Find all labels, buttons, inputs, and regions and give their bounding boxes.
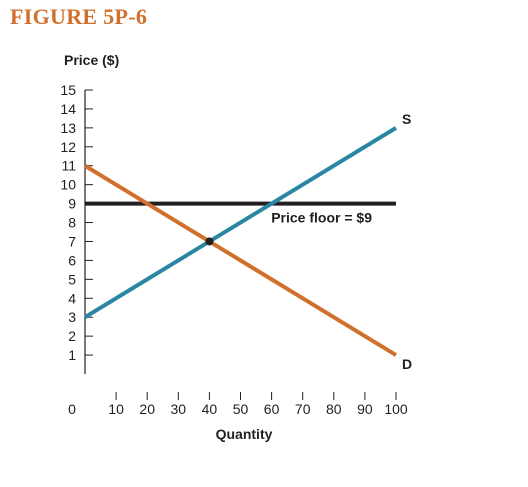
- y-tick-label: 9: [68, 196, 76, 212]
- x-tick-label: 0: [68, 401, 76, 417]
- x-tick-label: 10: [108, 401, 124, 417]
- plot-lines: [83, 126, 398, 357]
- price-floor-label: Price floor = $9: [271, 210, 372, 226]
- x-tick-label: 70: [295, 401, 311, 417]
- series-d-label: D: [402, 356, 412, 372]
- y-tick-label: 13: [60, 120, 76, 136]
- series-s-line: [83, 126, 398, 319]
- y-tick-label: 2: [68, 328, 76, 344]
- y-tick-label: 12: [60, 139, 76, 155]
- x-tick-label: 50: [233, 401, 249, 417]
- y-tick-label: 7: [68, 233, 76, 249]
- y-axis-title: Price ($): [64, 52, 119, 68]
- y-tick-label: 4: [68, 290, 76, 306]
- x-tick-label: 90: [357, 401, 373, 417]
- x-axis-title: Quantity: [216, 426, 273, 442]
- y-tick-label: 11: [61, 158, 76, 174]
- x-tick-label: 100: [384, 401, 408, 417]
- figure-title: FIGURE 5P-6: [10, 4, 148, 29]
- x-tick-label: 80: [326, 401, 342, 417]
- y-tick-label: 15: [60, 82, 76, 98]
- y-tick-label: 1: [68, 347, 76, 363]
- plot-labels: Price ($) Quantity Price floor = $9 S D: [64, 52, 412, 442]
- series-d-line: [83, 164, 398, 357]
- x-tick-label: 20: [139, 401, 155, 417]
- y-tick-label: 14: [60, 101, 76, 117]
- x-tick-label: 30: [171, 401, 187, 417]
- series-s-label: S: [402, 111, 411, 127]
- x-tick-label: 60: [264, 401, 280, 417]
- equilibrium-point: [205, 237, 214, 246]
- x-tick-label: 40: [202, 401, 218, 417]
- y-tick-label: 6: [68, 252, 76, 268]
- y-tick-label: 5: [68, 271, 76, 287]
- y-tick-label: 8: [68, 215, 76, 231]
- y-tick-label: 10: [60, 177, 76, 193]
- y-tick-label: 3: [68, 309, 76, 325]
